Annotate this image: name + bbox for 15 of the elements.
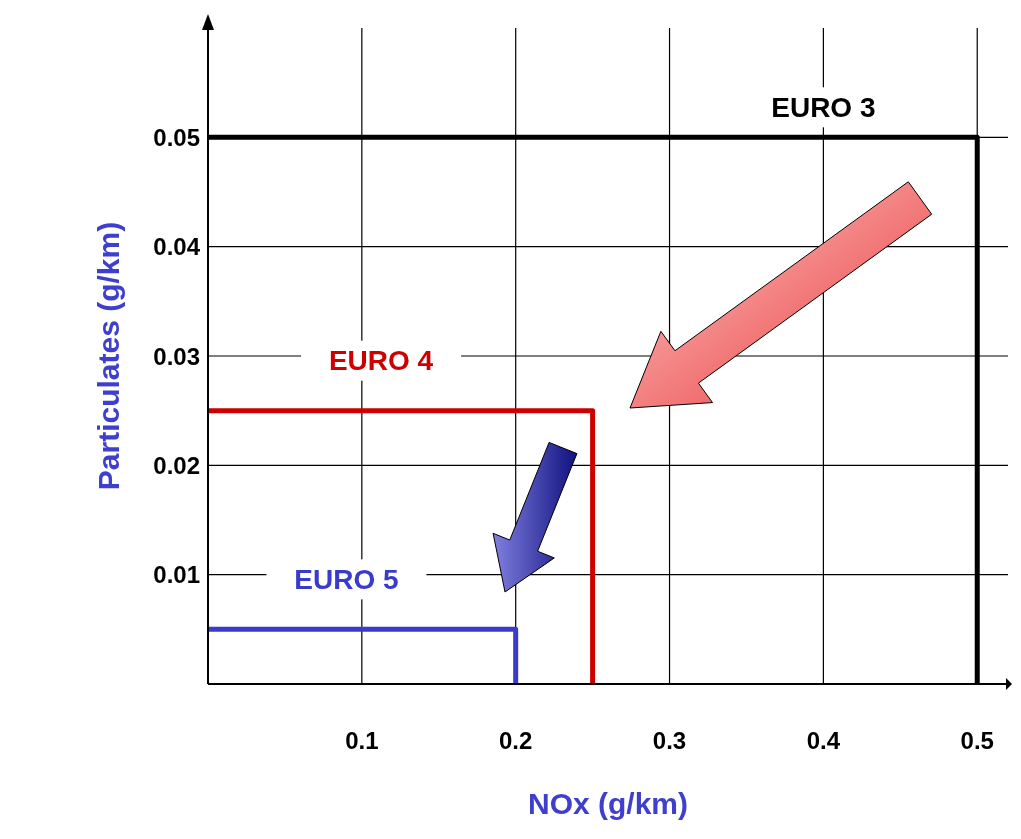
x-tick-label: 0.2 (499, 727, 533, 755)
series-label: EURO 5 (294, 563, 399, 595)
x-axis-title: NOx (g/km) (527, 787, 689, 820)
y-tick-label: 0.02 (153, 451, 200, 479)
x-tick-label: 0.4 (806, 727, 841, 755)
y-tick-label: 0.04 (153, 233, 201, 261)
x-tick-label: 0.3 (652, 727, 687, 755)
series-label: EURO 4 (328, 345, 434, 377)
y-tick-label: 0.05 (153, 123, 200, 151)
y-tick-label: 0.03 (153, 342, 200, 370)
y-axis-title: Particulates (g/km) (91, 221, 125, 491)
y-tick-label: 0.01 (153, 561, 200, 589)
series-label: EURO 3 (771, 91, 876, 123)
x-tick-label: 0.5 (960, 727, 994, 755)
x-tick-label: 0.1 (345, 727, 379, 755)
